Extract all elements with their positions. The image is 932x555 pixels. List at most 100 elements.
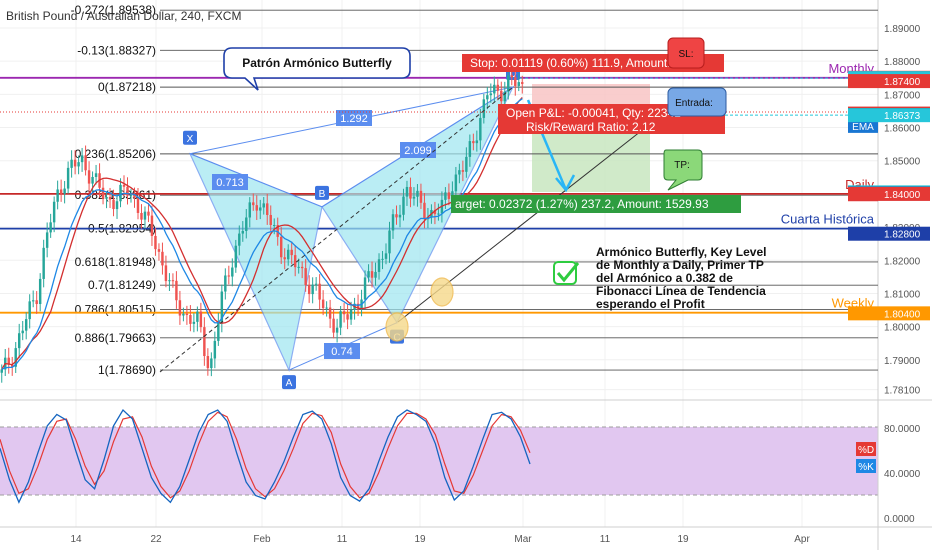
candle-body [297, 266, 300, 268]
candle-body [293, 255, 297, 268]
price-tag-label: 1.82800 [884, 230, 921, 241]
price-axis-tick: 1.79000 [884, 356, 921, 367]
candle-body [185, 313, 189, 315]
price-tags: 1.874991.874891.87400EMA1.864211.863801.… [848, 70, 930, 321]
stochastic-axis-tick: 80.0000 [884, 424, 921, 435]
candle-body [175, 280, 178, 301]
time-axis[interactable]: 14 22 Feb 11 19 Mar 11 19 Apr [70, 534, 810, 545]
price-tag-label: 1.87400 [884, 77, 921, 88]
price-axis-tick: 1.86000 [884, 124, 921, 135]
candle-body [224, 275, 227, 292]
price-tag-label: 1.80400 [884, 309, 921, 320]
time-axis-tick: 19 [414, 534, 426, 545]
candle-body [42, 247, 45, 279]
price-tag [848, 186, 930, 201]
price-tag [848, 74, 930, 89]
fib-label: 0.886(1.79663) [75, 331, 156, 345]
candle-body [349, 309, 353, 320]
candle-body [14, 348, 17, 367]
candle-body [321, 299, 325, 309]
candle-body [11, 364, 14, 367]
candle-body [66, 167, 70, 189]
svg-text:Risk/Reward Ratio: 2.12: Risk/Reward Ratio: 2.12 [526, 120, 656, 134]
candle-body [259, 207, 262, 211]
pattern-ratio-label: 2.099 [404, 145, 432, 157]
svg-text:TP:: TP: [674, 160, 690, 171]
stop-label: Stop: 0.01119 (0.60%) 111.9, Amount: 750 [462, 54, 724, 72]
candle-body [472, 141, 475, 144]
fib-label: 0.618(1.81948) [75, 255, 156, 269]
candle-body [199, 311, 203, 328]
candle-body [412, 196, 416, 199]
candle-body [398, 214, 402, 218]
candle-body [28, 301, 31, 320]
candle-body [70, 159, 73, 168]
candle-body [203, 327, 206, 357]
candle-body [35, 300, 38, 305]
candle-body [454, 174, 458, 192]
candle-body [395, 214, 398, 218]
sl-callout: SL: [667, 37, 705, 69]
candle-body [122, 184, 126, 187]
candle-body [517, 82, 520, 86]
candle-body [314, 283, 318, 285]
candle-body [409, 186, 412, 199]
candle-body [374, 271, 377, 278]
candle-body [227, 275, 231, 277]
pattern-ratio-label: 0.74 [331, 346, 352, 358]
candle-body [178, 300, 182, 316]
candle-body [461, 170, 465, 172]
candle-body [346, 314, 349, 320]
candle-body [21, 330, 24, 334]
candle-body [115, 201, 119, 210]
candle-body [77, 162, 80, 167]
candle-body [307, 285, 311, 295]
dashed-trendline [159, 87, 513, 373]
candle-body [108, 196, 112, 200]
price-axis-tick: 1.82000 [884, 256, 921, 267]
candle-body [416, 190, 419, 197]
candle-body [514, 77, 517, 86]
pattern-point-label: X [187, 134, 194, 145]
candle-body [325, 307, 328, 309]
candle-body [59, 189, 63, 194]
candle-body [367, 271, 370, 278]
fib-label: 1(1.78690) [98, 363, 156, 377]
price-tag [848, 108, 930, 123]
candle-body [279, 236, 283, 258]
time-axis-tick: Mar [514, 534, 532, 545]
candle-body [328, 307, 332, 319]
time-axis-tick: 19 [677, 534, 689, 545]
stochastic-axis[interactable]: 80.0000 40.0000 0.0000 [884, 424, 921, 525]
price-tag-label: EMA [852, 122, 874, 133]
fib-label: -0.13(1.88327) [77, 43, 156, 57]
price-tag [848, 306, 930, 321]
candle-body [503, 91, 507, 102]
fib-label: 0.786(1.80515) [75, 303, 156, 317]
symbol-title: British Pound / Australian Dollar, 240, … [6, 9, 241, 23]
pattern-title-callout: Patrón Armónico Butterfly [223, 47, 411, 91]
fib-label: 0.7(1.81249) [88, 278, 156, 292]
svg-text:Entrada:: Entrada: [675, 98, 713, 109]
time-axis-tick: 11 [337, 534, 348, 545]
time-axis-tick: 14 [70, 534, 82, 545]
svg-text:%D: %D [858, 445, 874, 456]
svg-text:Open P&L: -0.00041, Qty: 22341: Open P&L: -0.00041, Qty: 22341 [506, 106, 681, 120]
candle-body [157, 249, 161, 252]
price-tag [848, 118, 878, 133]
candle-body [231, 267, 234, 277]
candle-body [140, 212, 143, 220]
price-axis-tick: 1.88000 [884, 57, 921, 68]
candle-body [311, 284, 314, 295]
candle-body [363, 277, 367, 300]
svg-text:arget: 0.02372 (1.27%) 237.2,: arget: 0.02372 (1.27%) 237.2, Amount: 15… [455, 197, 709, 211]
candle-body [182, 313, 185, 316]
candle-body [31, 300, 35, 302]
candle-body [189, 314, 192, 324]
candle-body [391, 214, 395, 231]
candle-body [356, 303, 360, 309]
ema-line [1, 98, 523, 370]
price-tag [848, 226, 930, 241]
candle-body [437, 213, 440, 215]
pattern-point-label: D [509, 69, 516, 80]
